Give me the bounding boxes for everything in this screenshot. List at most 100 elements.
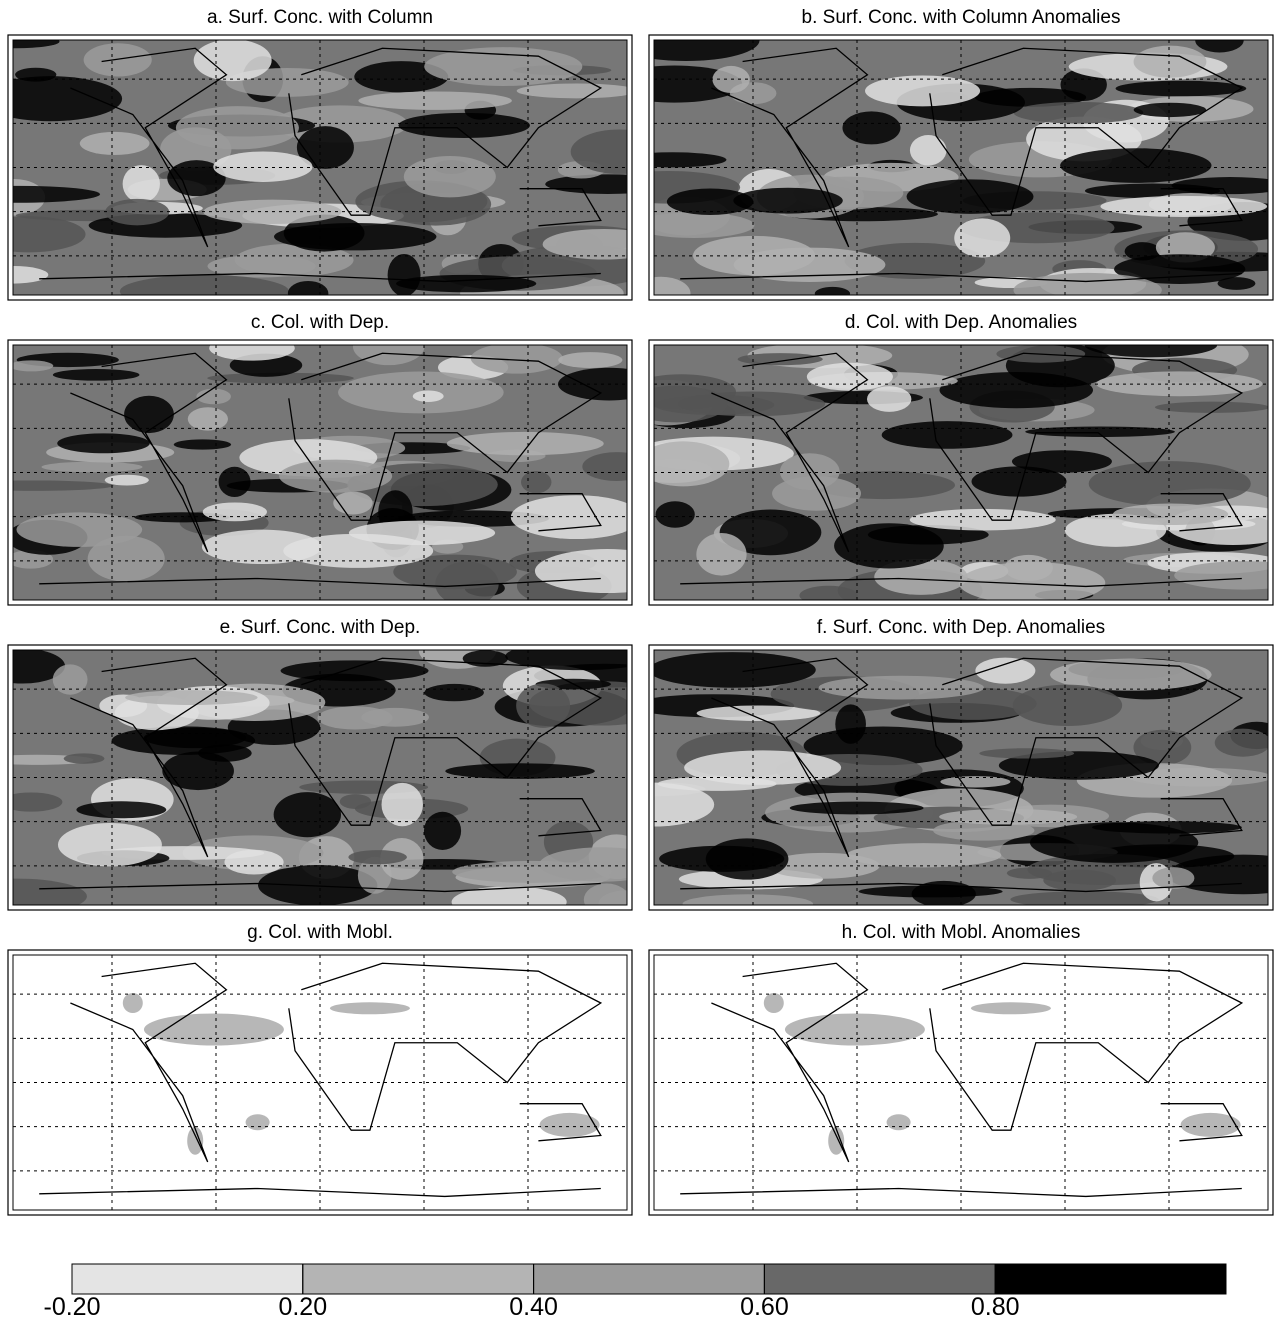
shade-blob — [53, 369, 140, 381]
shade-blob — [84, 43, 152, 76]
shade-blob — [209, 336, 295, 361]
shade-blob — [632, 277, 691, 310]
shade-blob — [842, 111, 900, 144]
shade-blob — [882, 421, 1013, 449]
shade-blob — [76, 801, 166, 818]
shade-blob — [910, 135, 947, 165]
colorbar-tick-label: 0.80 — [971, 1293, 1020, 1320]
shade-blob — [288, 281, 329, 306]
shade-blob — [655, 501, 694, 527]
shade-blob — [388, 254, 421, 296]
shade-blob — [361, 708, 429, 727]
panel-title: b. Surf. Conc. with Column Anomalies — [802, 7, 1121, 28]
shade-blob — [219, 467, 251, 497]
shade-blob — [246, 1114, 270, 1130]
colorbar-tick-label: -0.20 — [44, 1293, 101, 1320]
shade-blob — [940, 372, 1094, 408]
shade-blob — [1181, 1113, 1241, 1137]
shade-blob — [910, 509, 1056, 531]
shade-blob — [867, 386, 911, 412]
shade-blob — [41, 462, 142, 472]
map-shading — [0, 632, 676, 918]
shade-blob — [971, 1002, 1051, 1014]
shade-blob — [17, 512, 143, 546]
map-shading — [597, 20, 1274, 310]
shade-blob — [224, 850, 283, 875]
panel-title: e. Surf. Conc. with Dep. — [220, 617, 421, 638]
shade-blob — [649, 652, 816, 688]
shade-blob — [1013, 685, 1122, 726]
map-shading — [0, 35, 670, 312]
shade-blob — [123, 993, 143, 1013]
shade-blob — [1134, 46, 1207, 78]
shade-blob — [144, 728, 246, 748]
shade-blob — [696, 533, 746, 576]
shade-blob — [398, 113, 530, 138]
shade-blob — [780, 453, 840, 490]
shade-blob — [828, 1127, 844, 1155]
shade-blob — [188, 407, 228, 430]
shade-blob — [539, 847, 665, 881]
shade-blob — [9, 360, 53, 371]
shade-blob — [954, 218, 1010, 257]
shade-blob — [283, 534, 433, 568]
colorbar-segment — [72, 1264, 303, 1294]
shade-blob — [846, 843, 1001, 867]
shade-blob — [194, 39, 272, 81]
colorbar-segment — [534, 1264, 765, 1294]
figure: a. Surf. Conc. with Columnb. Surf. Conc.… — [0, 0, 1274, 1320]
shade-blob — [764, 993, 784, 1013]
shade-blob — [105, 475, 149, 486]
shade-blob — [543, 229, 666, 260]
shade-blob — [53, 664, 88, 694]
shade-blob — [64, 753, 105, 763]
shade-blob — [706, 838, 789, 879]
shade-blob — [424, 684, 483, 701]
panel-title: f. Surf. Conc. with Dep. Anomalies — [817, 617, 1105, 638]
colorbar-segment — [995, 1264, 1226, 1294]
shade-blob — [1007, 868, 1052, 879]
shade-blob — [203, 502, 267, 521]
shade-blob — [584, 884, 630, 916]
shade-blob — [382, 783, 423, 826]
shade-blob — [120, 275, 289, 308]
panel-title: h. Col. with Mobl. Anomalies — [842, 922, 1081, 943]
shade-blob — [174, 439, 231, 449]
shade-blob — [939, 809, 1077, 825]
shade-blob — [865, 76, 980, 107]
shade-blob — [123, 165, 160, 203]
shade-blob — [445, 763, 594, 779]
panel-title: g. Col. with Mobl. — [247, 922, 393, 943]
shade-blob — [281, 660, 429, 681]
shade-blob — [187, 1127, 203, 1155]
shade-blob — [1060, 148, 1211, 183]
shade-blob — [1092, 821, 1242, 833]
shade-blob — [1134, 103, 1206, 117]
shade-blob — [452, 886, 567, 917]
shade-blob — [358, 91, 511, 109]
shade-blob — [618, 152, 726, 167]
shade-blob — [57, 433, 150, 453]
shade-blob — [274, 792, 341, 837]
shade-blob — [105, 199, 169, 225]
shade-blob — [834, 523, 944, 568]
shade-blob — [279, 460, 392, 493]
shade-blob — [582, 452, 651, 481]
shade-blob — [807, 363, 893, 391]
shade-blob — [887, 1114, 911, 1130]
shade-blob — [348, 850, 406, 864]
shade-blob — [627, 386, 728, 423]
shade-blob — [540, 1113, 600, 1137]
shade-blob — [835, 704, 866, 743]
shade-blob — [213, 152, 312, 182]
shade-blob — [558, 352, 622, 368]
shade-blob — [1113, 504, 1228, 525]
colorbar-segment — [303, 1264, 534, 1294]
shade-blob — [684, 750, 841, 784]
shade-blob — [738, 353, 823, 365]
shade-blob — [517, 83, 637, 98]
shade-blob — [959, 562, 1106, 604]
shade-blob — [1014, 102, 1144, 124]
panel-title: d. Col. with Dep. Anomalies — [845, 312, 1077, 333]
shade-blob — [58, 823, 162, 866]
